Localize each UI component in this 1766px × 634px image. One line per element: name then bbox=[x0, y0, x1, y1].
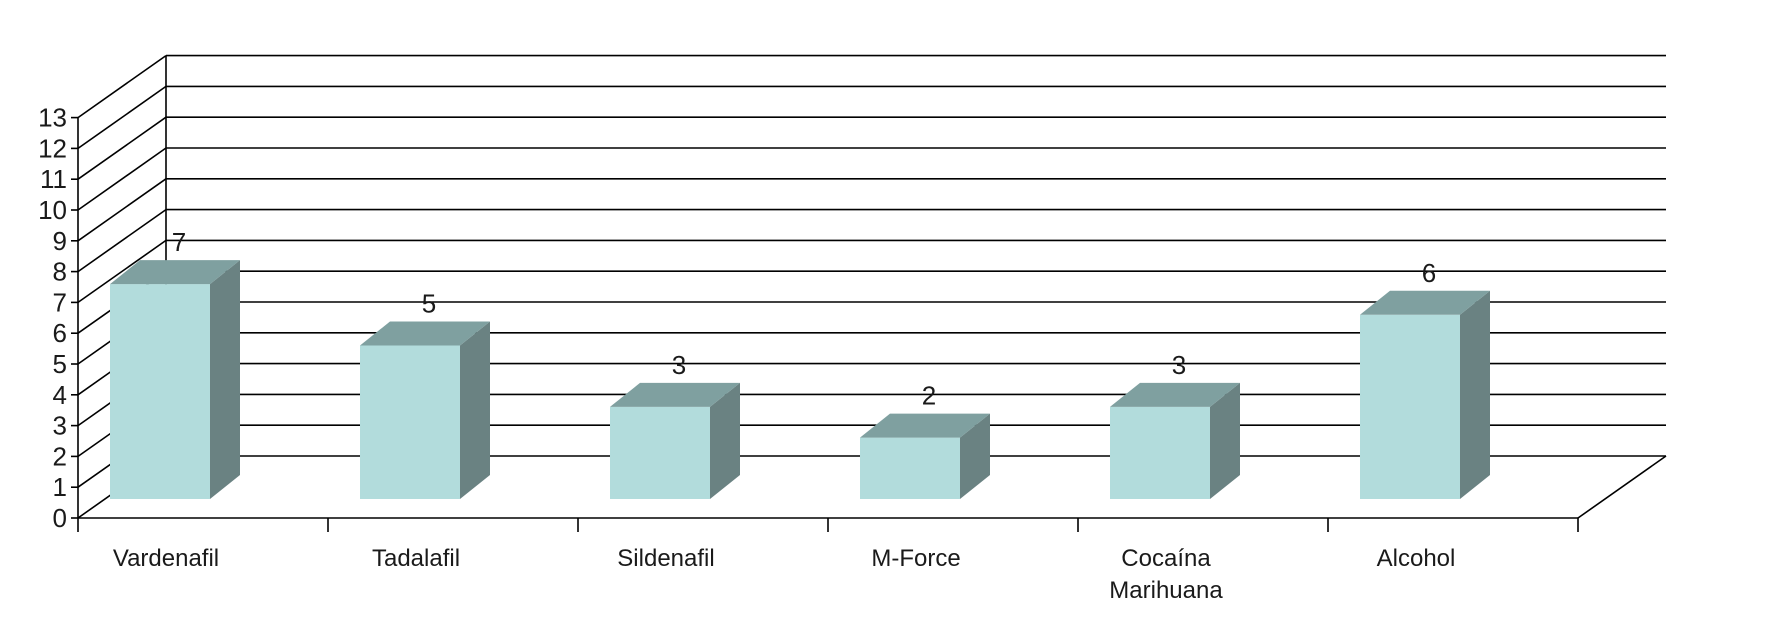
bar-front bbox=[360, 345, 460, 499]
bar-front bbox=[1360, 314, 1460, 499]
gridline-wall bbox=[77, 147, 167, 211]
data-labels: 7 5 3 2 3 6 bbox=[172, 227, 1436, 411]
x-tick-label: Sildenafil bbox=[617, 545, 714, 572]
data-label: 6 bbox=[1422, 258, 1436, 288]
x-tick-label: Vardenafil bbox=[113, 545, 219, 572]
bar-front bbox=[860, 437, 960, 499]
bar-front bbox=[1110, 406, 1210, 499]
bar-front bbox=[610, 406, 710, 499]
bar-top bbox=[1110, 382, 1240, 407]
data-label: 5 bbox=[422, 289, 436, 319]
y-tick-label: 13 bbox=[38, 103, 67, 133]
y-tick-label: 1 bbox=[53, 472, 67, 502]
bar-top bbox=[360, 321, 490, 346]
y-tick-label: 11 bbox=[40, 164, 67, 194]
y-tick-label: 4 bbox=[53, 380, 67, 410]
floor-right-edge bbox=[1577, 455, 1667, 519]
gridline-wall bbox=[77, 178, 167, 242]
bar-side bbox=[960, 413, 990, 499]
data-label: 3 bbox=[672, 350, 686, 380]
y-tick-label: 3 bbox=[53, 411, 67, 441]
y-tick-label: 2 bbox=[53, 441, 67, 471]
bar-top bbox=[110, 260, 240, 285]
bar-top bbox=[1360, 290, 1490, 315]
gridline-wall bbox=[77, 116, 167, 180]
gridline-wall bbox=[77, 239, 167, 304]
bar-side bbox=[710, 382, 740, 499]
bar-top bbox=[860, 413, 990, 438]
gridline-wall bbox=[77, 54, 167, 119]
y-tick-label: 12 bbox=[38, 133, 67, 163]
y-tick-label: 0 bbox=[53, 503, 67, 533]
x-tick-labels: Vardenafil Tadalafil Sildenafil M-Force Coca… bbox=[113, 545, 1456, 604]
bar-front bbox=[110, 284, 210, 499]
axes bbox=[71, 116, 1667, 532]
gridline-wall bbox=[77, 208, 167, 273]
y-tick-label: 10 bbox=[38, 195, 67, 225]
x-tick-label: M-Force bbox=[871, 545, 960, 572]
gridline-wall bbox=[77, 85, 167, 150]
bar-top bbox=[610, 382, 740, 407]
y-tick-label: 8 bbox=[53, 257, 67, 287]
bars bbox=[110, 260, 1490, 499]
bar-side bbox=[1460, 290, 1490, 499]
data-label: 3 bbox=[1172, 350, 1186, 380]
y-tick-label: 7 bbox=[53, 287, 67, 317]
bar-side bbox=[210, 260, 240, 499]
bar-side bbox=[1210, 382, 1240, 499]
y-tick-label: 6 bbox=[53, 318, 67, 348]
x-tick-label: Alcohol bbox=[1377, 545, 1456, 572]
data-label: 7 bbox=[172, 227, 186, 257]
x-tick-label: Tadalafil bbox=[372, 545, 460, 572]
y-tick-label: 9 bbox=[53, 226, 67, 256]
y-tick-label: 5 bbox=[53, 349, 67, 379]
data-label: 2 bbox=[922, 381, 936, 411]
bar-side bbox=[460, 321, 490, 499]
x-tick-label: Cocaína Marihuana bbox=[1109, 545, 1223, 604]
